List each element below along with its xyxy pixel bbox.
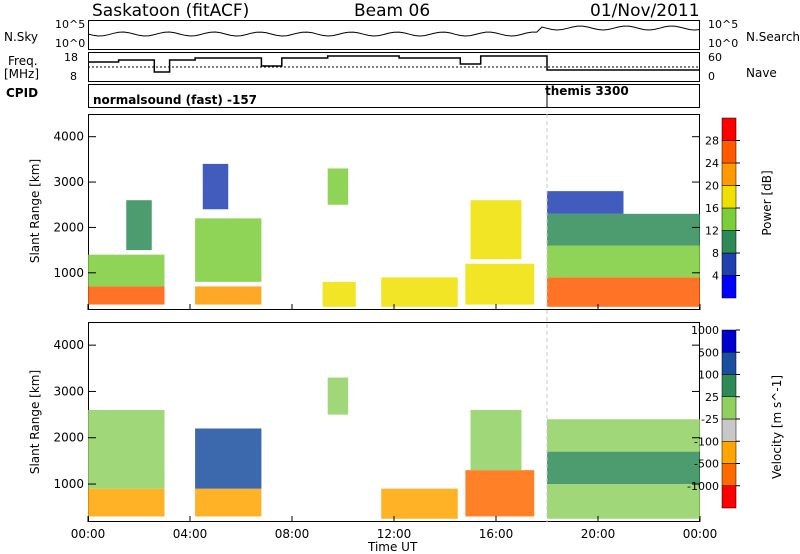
x-axis-label: Time UT [368,540,418,554]
noise-tick-top: 10^5 [55,18,86,31]
noise-trace [87,25,701,37]
nsearch-label: N.Search [746,30,800,44]
power-echo-region [322,281,356,307]
colorbar-tick-label: 20 [705,180,719,193]
cpid-mode-2: themis 3300 [545,84,629,98]
power-echo-region [547,213,700,246]
velocity-echo-region [547,484,700,519]
colorbar-tick-label: 100 [698,369,719,382]
nave-tick-0: 0 [708,70,715,83]
y-tick-label: 3000 [53,175,84,189]
power-echo-region [381,277,458,307]
freq-tick-18: 18 [64,51,78,64]
x-tick-label: 20:00 [581,527,616,541]
power-echo-region [195,286,262,305]
colorbar-segment [721,140,737,164]
power-echo-region [202,163,229,210]
colorbar-segment [721,207,737,231]
colorbar-segment [721,185,737,209]
colorbar-tick-label: 500 [698,346,719,359]
noise-tick-bottom: 10^0 [55,37,86,50]
colorbar-segment [721,275,737,299]
velocity-echo-region [465,470,535,517]
power-echo-region [88,286,165,305]
colorbar-segment [721,418,737,442]
colorbar-segment [721,162,737,186]
y-tick-label: 4000 [53,130,84,144]
nsky-label: N.Sky [4,30,39,44]
freq-unit-label: [MHz] [4,67,40,81]
cpid-label: CPID [6,86,39,100]
power-echo-region [88,254,165,287]
colorbar-segment [721,252,737,276]
colorbar-segment [721,463,737,486]
colorbar-segment [721,117,737,141]
colorbar-segment [721,441,737,464]
power-echo-region [195,218,262,282]
x-tick-label: 08:00 [275,527,310,541]
station-title: Saskatoon (fitACF) [92,1,250,21]
nave-tick-60: 60 [708,51,722,64]
velocity-echo-region [470,409,522,471]
colorbar-tick-label: 12 [705,225,719,238]
colorbar-segment [721,396,737,420]
cpid-mode-1: normalsound (fast) -157 [93,93,258,107]
y-tick-label: 4000 [53,338,84,352]
colorbar-tick-label: -1000 [687,480,719,493]
power-echo-region [126,200,152,251]
velocity-echo-region [88,409,165,489]
freq-tick-8: 8 [70,70,77,83]
colorbar-segment [721,329,737,353]
cpid-panel [88,84,700,108]
freq-label: Freq. [8,54,38,68]
y-tick-label: 3000 [53,384,84,398]
y-tick-label: 1000 [53,477,84,491]
colorbar-tick-label: 28 [705,135,719,148]
noise-right-tick-bottom: 10^0 [708,37,739,50]
velocity-echo-region [195,428,262,489]
colorbar-tick-label: 4 [712,270,719,283]
noise-right-tick-top: 10^5 [708,18,739,31]
colorbar-tick-label: -25 [701,413,719,426]
x-tick-label: 12:00 [377,527,412,541]
power-echo-region [465,263,535,305]
colorbar-tick-label: 24 [705,157,719,170]
x-tick-label: 04:00 [173,527,208,541]
power-echo-region [547,245,700,278]
velocity-echo-region [547,419,700,452]
power-echo-region [547,191,624,214]
colorbar-segment [721,485,737,509]
colorbar-segment [721,352,737,375]
y-tick-label: 2000 [53,220,84,234]
colorbar-tick-label: 16 [705,202,719,215]
velocity-echo-region [327,377,349,415]
colorbar-tick-label: 1000 [691,324,719,337]
x-tick-label: 00:00 [683,527,718,541]
colorbar-tick-label: -500 [694,458,719,471]
frequency-trace [88,55,700,73]
y-tick-label: 2000 [53,431,84,445]
y-tick-label: 1000 [53,266,84,280]
x-tick-label: 00:00 [71,527,106,541]
power-echo-region [327,168,349,205]
colorbar-tick-label: -100 [694,435,719,448]
colorbar-segment [721,374,737,397]
noise-panel [88,20,700,50]
velocity-echo-region [88,488,165,517]
nave-label: Nave [746,66,777,80]
colorbar-tick-label: 25 [705,391,719,404]
colorbar-tick-label: 8 [712,247,719,260]
beam-title: Beam 06 [354,1,431,21]
date-title: 01/Nov/2011 [590,1,700,21]
power-echo-region [547,277,700,307]
velocity-echo-region [195,488,262,517]
velocity-echo-region [381,488,458,519]
power-echo-region [470,200,522,260]
colorbar-segment [721,230,737,254]
x-tick-label: 16:00 [479,527,514,541]
velocity-echo-region [547,451,700,485]
